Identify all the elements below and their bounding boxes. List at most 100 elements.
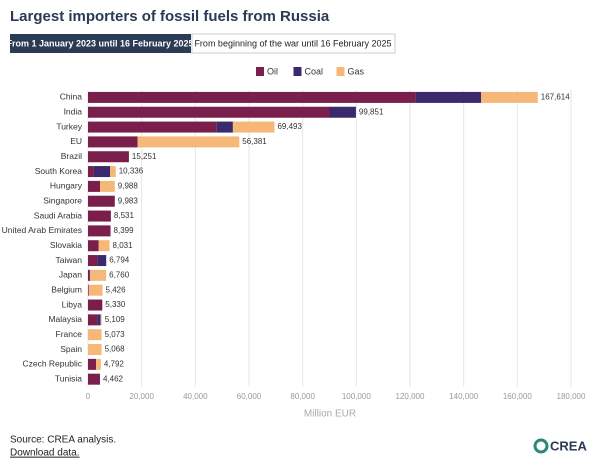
y-tick-label: Spain [60, 344, 82, 354]
total-label: 9,988 [118, 182, 139, 191]
total-label: 69,493 [277, 122, 302, 131]
bar-segment [329, 106, 356, 118]
total-label: 99,851 [359, 107, 384, 116]
x-tick-label: 160,000 [503, 392, 532, 401]
y-tick-label: Turkey [56, 121, 82, 131]
bar-segment [96, 358, 101, 370]
bar-segment [88, 210, 111, 222]
total-label: 9,983 [118, 196, 139, 205]
legend-label: Oil [267, 66, 278, 76]
y-tick-label: France [56, 329, 83, 339]
bar-segment [88, 121, 217, 133]
bar-segment [88, 91, 416, 103]
y-tick-label: Singapore [43, 195, 82, 205]
y-tick-label: Hungary [50, 181, 83, 191]
bar-segment [97, 255, 107, 267]
total-label: 8,399 [114, 226, 135, 235]
bar-segment [100, 314, 102, 326]
x-tick-label: 20,000 [129, 392, 154, 401]
bar-segment [89, 269, 91, 281]
total-label: 5,109 [105, 315, 126, 324]
bar-segment [88, 284, 103, 296]
x-tick-label: 60,000 [237, 392, 262, 401]
bar-segment [88, 136, 138, 148]
legend-swatch [256, 67, 264, 76]
tab-active[interactable] [10, 34, 191, 53]
x-tick-label: 120,000 [396, 392, 425, 401]
total-label: 4,792 [104, 359, 125, 368]
bar-segment [415, 91, 482, 103]
y-tick-label: Taiwan [56, 255, 83, 265]
legend-swatch [336, 67, 345, 76]
bar-segment [137, 136, 240, 148]
bar-segment [98, 240, 110, 252]
total-label: 8,031 [113, 241, 134, 250]
total-label: 5,073 [105, 330, 126, 339]
total-label: 6,794 [109, 256, 130, 265]
logo: CREA [550, 438, 587, 453]
bar-segment [88, 284, 89, 296]
y-tick-label: India [64, 106, 83, 116]
total-label: 56,381 [242, 137, 267, 146]
x-tick-label: 100,000 [342, 392, 371, 401]
bar-segment [88, 269, 90, 281]
total-label: 15,251 [132, 152, 157, 161]
total-label: 167,614 [541, 93, 570, 102]
x-axis-label: Million EUR [304, 409, 356, 420]
bar-segment [88, 225, 111, 237]
total-label: 10,336 [119, 167, 144, 176]
bar-segment [93, 166, 111, 178]
bar-segment [97, 314, 101, 326]
bar-segment [216, 121, 233, 133]
y-tick-label: United Arab Emirates [2, 225, 82, 235]
x-tick-label: 40,000 [183, 392, 208, 401]
y-tick-label: Slovakia [50, 240, 82, 250]
y-tick-label: Malaysia [48, 314, 82, 324]
legend-label: Gas [348, 66, 365, 76]
bar-segment [88, 314, 98, 326]
legend: Oil Coal Gas [256, 66, 365, 76]
y-tick-label: China [60, 92, 82, 102]
download-link[interactable]: Download data. [10, 448, 80, 459]
x-tick-label: 80,000 [290, 392, 315, 401]
bar-segment [88, 180, 101, 192]
chart-title: Largest importers of fossil fuels from R… [10, 8, 330, 25]
y-tick-label: Brazil [61, 151, 82, 161]
x-tick-label: 180,000 [557, 392, 586, 401]
bar-segment [88, 166, 94, 178]
y-tick-label: Libya [62, 299, 83, 309]
total-label: 5,426 [106, 285, 127, 294]
x-tick-label: 140,000 [449, 392, 478, 401]
source: Source: CREA analysis. [10, 435, 116, 446]
y-tick-label: Saudi Arabia [34, 210, 82, 220]
total-label: 4,462 [103, 374, 124, 383]
total-label: 8,531 [114, 211, 135, 220]
tab-label[interactable]: From beginning of the war until 16 Febru… [194, 38, 391, 48]
bar-segment [88, 151, 129, 163]
y-tick-label: EU [70, 136, 82, 146]
total-label: 5,068 [105, 345, 126, 354]
tab[interactable] [191, 33, 396, 54]
y-tick-label: Czech Republic [22, 359, 82, 369]
bar-segment [88, 255, 98, 267]
bar-segment [481, 91, 538, 103]
total-label: 6,760 [109, 270, 130, 279]
bar-segment [232, 121, 275, 133]
bar-segment [88, 240, 99, 252]
y-tick-label: Japan [59, 270, 82, 280]
bar-segment [88, 344, 102, 356]
bar-segment [100, 180, 115, 192]
logo-icon [533, 438, 549, 454]
y-tick-label: Belgium [51, 284, 82, 294]
bar-segment [88, 195, 115, 207]
bar-segment [88, 106, 330, 118]
legend-swatch [293, 67, 302, 76]
y-tick-label: Tunisia [55, 373, 82, 383]
bar-segment [88, 358, 97, 370]
legend-label: Coal [305, 66, 324, 76]
bar-segment [90, 269, 107, 281]
total-label: 5,330 [105, 300, 126, 309]
tab-label[interactable]: From 1 January 2023 until 16 February 20… [6, 38, 193, 48]
